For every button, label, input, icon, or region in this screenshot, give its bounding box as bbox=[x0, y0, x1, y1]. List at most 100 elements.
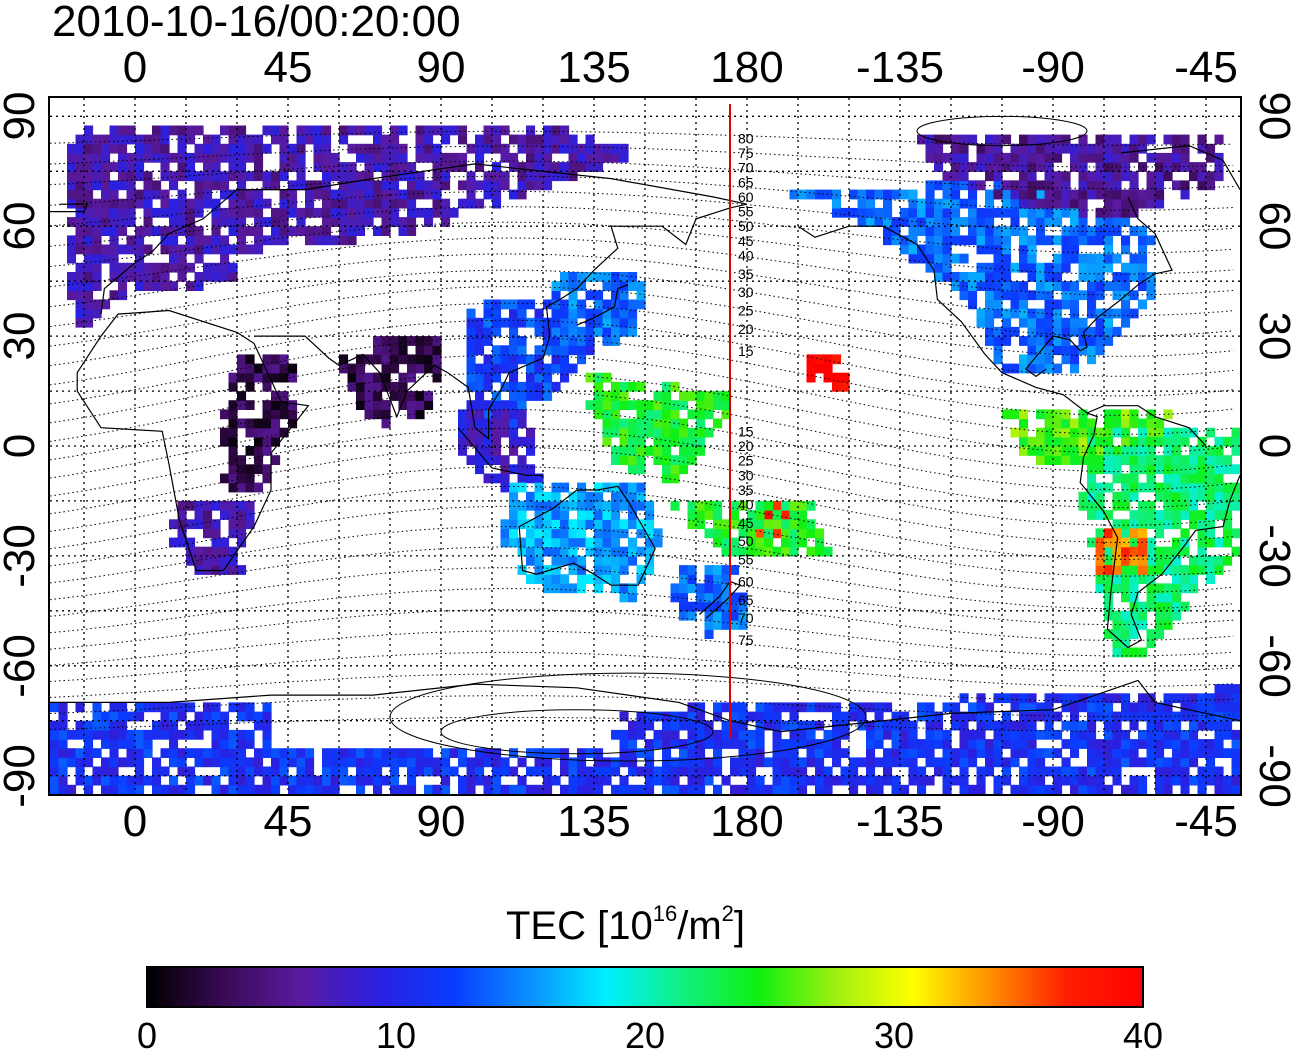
tick-label: 60 bbox=[1250, 201, 1292, 251]
contour-line bbox=[50, 145, 1234, 168]
tick-label: -45 bbox=[1174, 43, 1238, 92]
meridian-label: 25 bbox=[738, 302, 754, 318]
tick-label: 135 bbox=[557, 797, 631, 846]
tick-label: -90 bbox=[1021, 797, 1085, 846]
tick-label: 180 bbox=[710, 43, 784, 92]
meridian-label: 30 bbox=[738, 467, 754, 483]
tick-label: 90 bbox=[1250, 91, 1292, 141]
coastline bbox=[457, 427, 543, 476]
tick-label: 60 bbox=[0, 201, 44, 251]
meridian-labels: 8075706560555045403530252015152025303540… bbox=[738, 130, 754, 648]
tec-patch-europe-asia-north bbox=[67, 125, 629, 328]
tick-label: -90 bbox=[0, 743, 44, 808]
meridian-label: 15 bbox=[738, 343, 754, 359]
meridian-label: 60 bbox=[738, 574, 754, 590]
pole-contour bbox=[916, 115, 1088, 147]
contour-line bbox=[50, 695, 1234, 717]
contour-line bbox=[50, 190, 1234, 233]
meridian-label: 50 bbox=[738, 218, 754, 234]
contour-line bbox=[50, 630, 1234, 672]
tick-label: 45 bbox=[263, 797, 313, 846]
tick-label: 0 bbox=[0, 386, 44, 506]
meridian-label: 40 bbox=[738, 248, 754, 264]
map-plot-area: 80 75 70 65 60 55 50 45 40 35 30 25 20 15 15 20 25 30 35 40… bbox=[48, 96, 1242, 796]
meridian-label: 50 bbox=[738, 533, 754, 549]
meridian-label: 20 bbox=[738, 321, 754, 337]
meridian-label: 20 bbox=[738, 438, 754, 454]
contour-line bbox=[50, 651, 1234, 687]
contour-line bbox=[50, 253, 1234, 317]
tick-label: 0 bbox=[122, 797, 148, 846]
pole-contour bbox=[389, 672, 867, 762]
meridian-label: 35 bbox=[738, 482, 754, 498]
tick-label: -30 bbox=[1250, 524, 1292, 588]
meridian-label: 15 bbox=[738, 423, 754, 439]
pole-contour bbox=[440, 709, 714, 755]
contour-line bbox=[50, 588, 1234, 641]
tec-map: 8075706560555045403530252015152025303540… bbox=[50, 98, 1240, 794]
tec-patch-pacific-green bbox=[585, 372, 833, 557]
tec-data-layer bbox=[50, 125, 1240, 794]
coastline bbox=[1025, 196, 1173, 370]
coastline bbox=[1086, 405, 1207, 447]
meridian-label: 45 bbox=[738, 515, 754, 531]
coastline bbox=[797, 225, 1240, 649]
tec-patch-africa bbox=[220, 354, 391, 493]
colorbar-tick-label: 10 bbox=[375, 1015, 417, 1056]
tec-patch-antarctica bbox=[50, 684, 1240, 794]
tick-label: 0 bbox=[1250, 386, 1292, 506]
tec-patch-india bbox=[373, 336, 442, 420]
meridian-label: 65 bbox=[738, 592, 754, 608]
meridian-label: 30 bbox=[738, 284, 754, 300]
contour-line bbox=[50, 221, 1234, 275]
coastline bbox=[1025, 368, 1047, 378]
tick-label: 30 bbox=[1250, 311, 1292, 361]
colorbar-label: TEC [1016/m2] bbox=[506, 901, 746, 949]
contour-line bbox=[50, 286, 1234, 357]
tick-label: -135 bbox=[855, 43, 945, 92]
meridian-label: 75 bbox=[738, 145, 754, 161]
colorbar-tick-label: 40 bbox=[1122, 1015, 1164, 1056]
colorbar bbox=[146, 966, 1144, 1008]
magnetic-latitude-contours bbox=[50, 115, 1234, 762]
tec-patch-new-zealand bbox=[670, 565, 748, 639]
tick-label: 180 bbox=[710, 797, 784, 846]
meridian-label: 60 bbox=[738, 189, 754, 205]
meridian-label: 75 bbox=[738, 632, 754, 648]
tec-patch-indonesia bbox=[458, 409, 544, 493]
tick-label: 90 bbox=[416, 797, 466, 846]
contour-line bbox=[50, 609, 1234, 657]
coastline bbox=[76, 309, 310, 572]
tick-label: -60 bbox=[0, 633, 44, 698]
meridian-label: 25 bbox=[738, 453, 754, 469]
meridian-label: 55 bbox=[738, 552, 754, 568]
tec-patch-arctic bbox=[917, 134, 1224, 218]
contour-line bbox=[50, 716, 1234, 732]
tick-label: -135 bbox=[855, 797, 945, 846]
tick-label: -30 bbox=[0, 524, 44, 588]
tick-label: 45 bbox=[263, 43, 313, 92]
contour-line bbox=[50, 206, 1234, 254]
tick-label: -90 bbox=[1021, 43, 1085, 92]
contour-line bbox=[50, 567, 1234, 626]
tick-label: 90 bbox=[416, 43, 466, 92]
plot-title: 2010-10-16/00:20:00 bbox=[52, 0, 461, 46]
tec-patch-southern-africa bbox=[169, 500, 255, 575]
meridian-label: 80 bbox=[738, 130, 754, 146]
meridian-label: 65 bbox=[738, 174, 754, 190]
contour-line bbox=[50, 237, 1234, 296]
meridian-layer: 8075706560555045403530252015152025303540… bbox=[729, 104, 754, 738]
tick-label: 90 bbox=[0, 91, 44, 141]
meridian-label: 35 bbox=[738, 266, 754, 282]
meridian-label: 45 bbox=[738, 233, 754, 249]
tick-label: 0 bbox=[122, 43, 148, 92]
colorbar-tick-label: 0 bbox=[136, 1015, 158, 1056]
tec-patch-pacific-north-hot bbox=[806, 354, 850, 392]
contour-line bbox=[50, 505, 1234, 577]
meridian-label: 40 bbox=[738, 497, 754, 513]
colorbar-tick-label: 20 bbox=[624, 1015, 666, 1056]
tick-label: 30 bbox=[0, 311, 44, 361]
tick-label: -90 bbox=[1250, 743, 1292, 808]
meridian-label: 70 bbox=[738, 160, 754, 176]
tick-label: -45 bbox=[1174, 797, 1238, 846]
